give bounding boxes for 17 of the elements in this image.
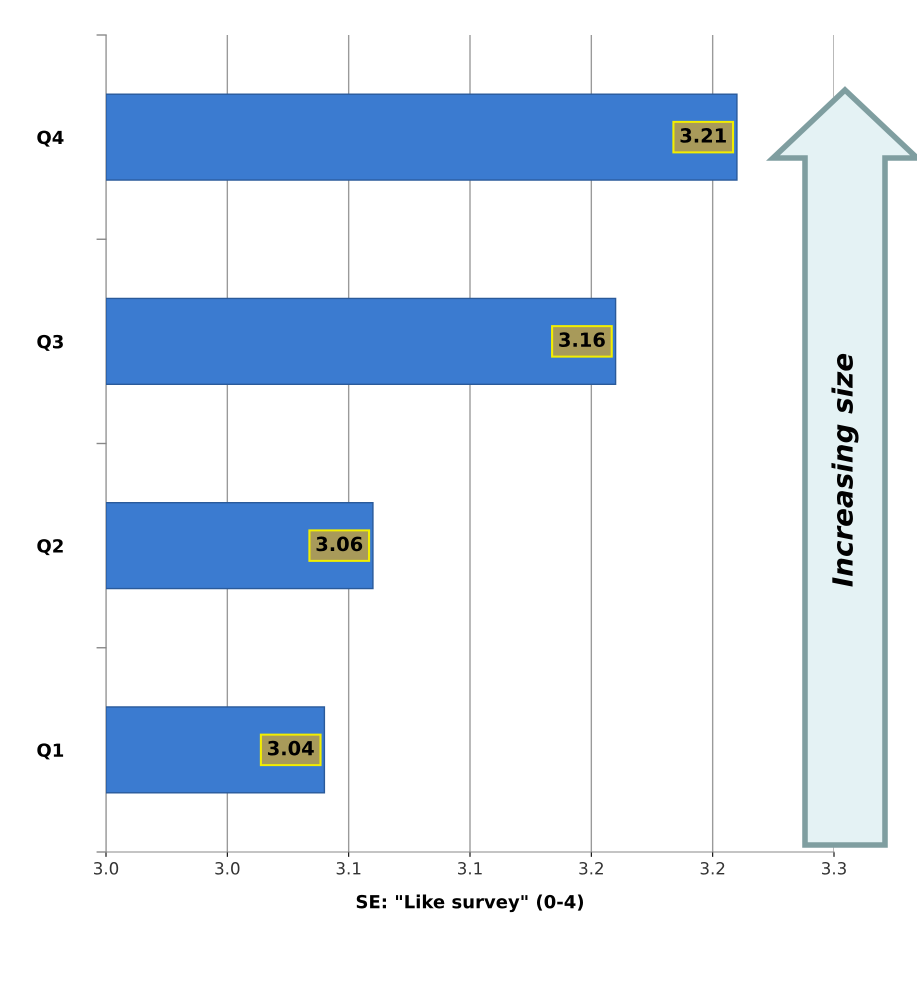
x-tick-label: 3.0 <box>215 862 240 875</box>
x-tick-label: 3.1 <box>336 862 360 875</box>
y-tick-label: Q4 <box>37 130 64 147</box>
annotation: Increasing size <box>831 354 859 587</box>
data-label: 3.21 <box>680 128 726 143</box>
x-tick-label: 3.1 <box>458 862 482 875</box>
data-label: 3.04 <box>268 740 314 756</box>
y-tick-label: Q3 <box>37 334 63 351</box>
data-label: 3.16 <box>559 332 605 348</box>
data-label: 3.06 <box>316 536 362 552</box>
y-tick-label: Q2 <box>37 539 63 556</box>
x-tick-label: 3.2 <box>579 862 603 875</box>
x-tick-label: 3.0 <box>94 862 118 875</box>
x-tick-label: 3.3 <box>822 862 846 875</box>
x-tick-label: 3.2 <box>700 862 724 875</box>
y-tick-label: Q1 <box>37 743 64 760</box>
x-axis-title: SE: "Like survey" (0-4) <box>356 894 584 912</box>
